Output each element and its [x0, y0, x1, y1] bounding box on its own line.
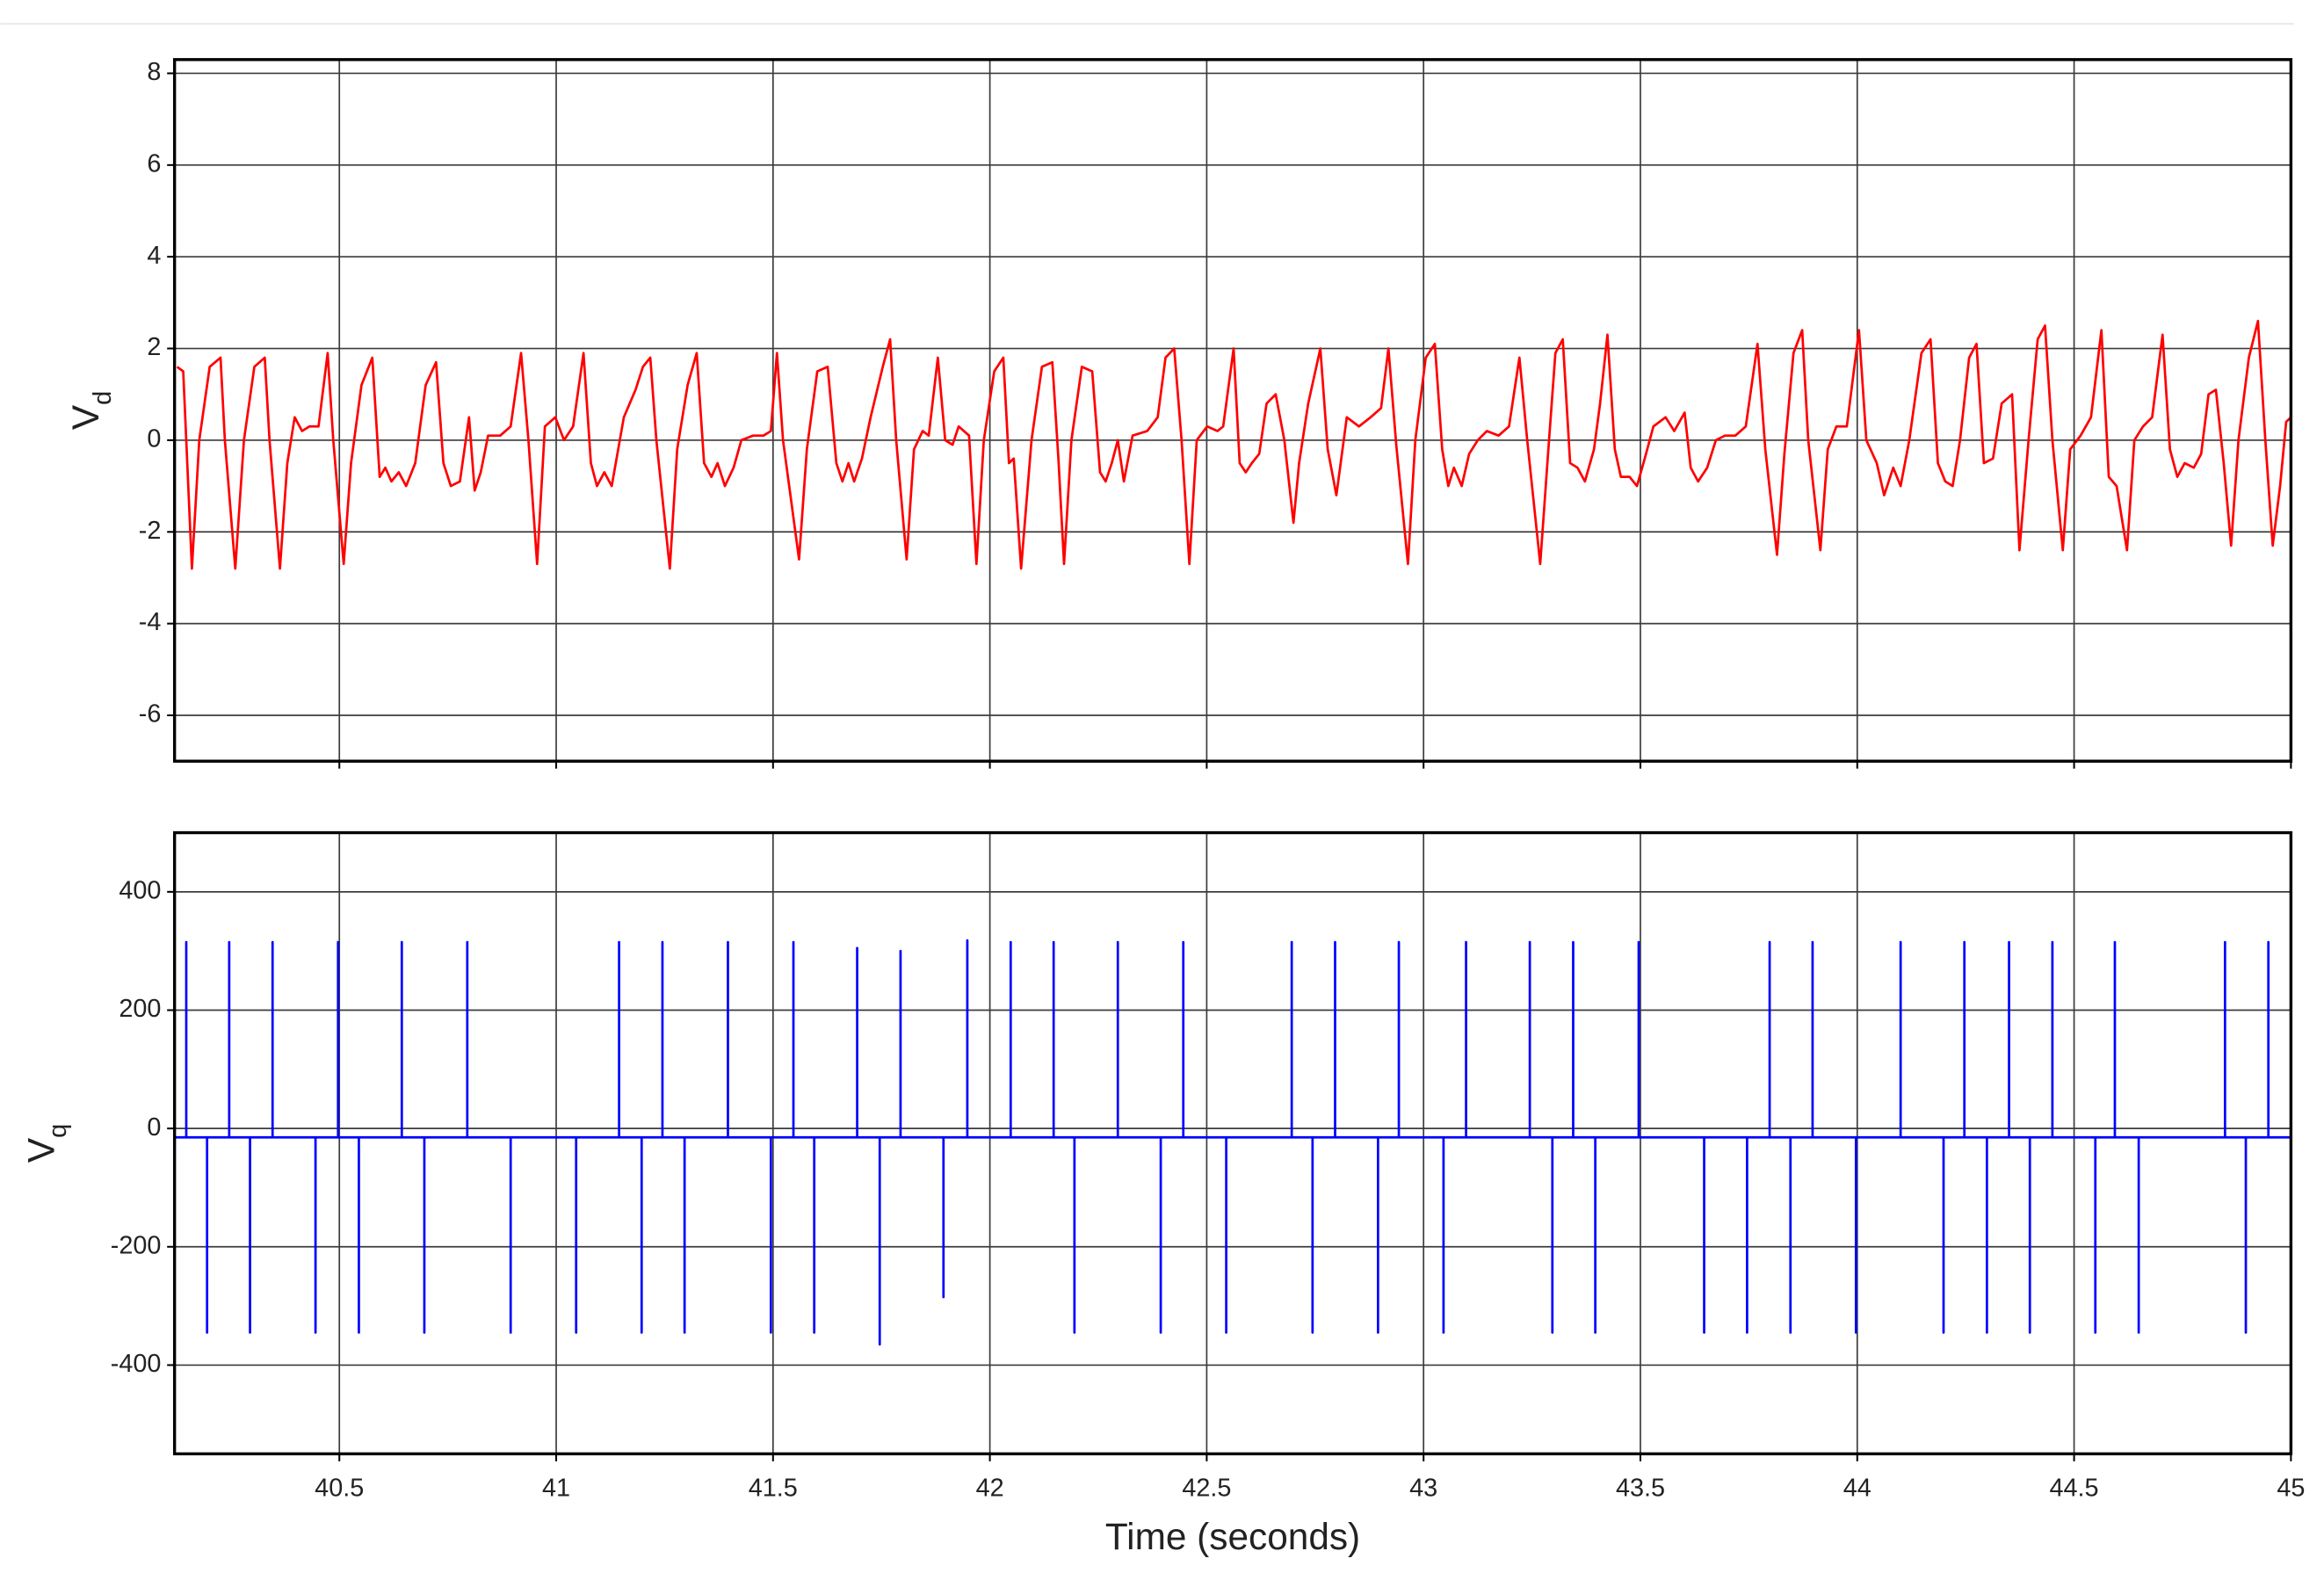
y-tick-label: 0	[147, 425, 161, 453]
axes-frame	[172, 830, 2293, 1456]
y-axis-label-sub: d	[89, 391, 117, 405]
y-tick-label: 6	[147, 149, 161, 178]
x-tick-label: 42.5	[1182, 1475, 1231, 1503]
y-tick-label: -400	[111, 1350, 162, 1378]
x-tick-label: 44	[1843, 1475, 1872, 1503]
y-axis-label-main: V	[20, 1137, 62, 1163]
x-tick-label: 41.5	[749, 1475, 798, 1503]
x-tick-label: 44.5	[2050, 1475, 2099, 1503]
plot-area	[174, 939, 2291, 1346]
data-line	[174, 939, 2291, 1346]
y-tick-label: -6	[139, 700, 162, 729]
y-axis-label-sub: q	[44, 1124, 72, 1138]
y-tick-label: 400	[119, 876, 161, 904]
plot-area	[176, 319, 2291, 570]
y-tick-label: 4	[147, 242, 161, 270]
x-tick-label: 43	[1409, 1475, 1437, 1503]
y-tick-label: -4	[139, 608, 162, 636]
x-tick-label: 40.5	[315, 1475, 364, 1503]
x-axis-label: Time (seconds)	[1105, 1516, 1360, 1557]
y-axis-label: Vd	[65, 391, 117, 430]
y-tick-label: 0	[147, 1113, 161, 1142]
y-tick-label: -2	[139, 517, 162, 545]
y-axis-label-main: V	[65, 404, 106, 430]
data-line	[176, 319, 2291, 570]
axes-frame	[172, 58, 2293, 763]
y-tick-label: -200	[111, 1231, 162, 1259]
y-tick-label: 200	[119, 995, 161, 1023]
y-axis-label: Vq	[20, 1124, 72, 1163]
x-tick-label: 43.5	[1616, 1475, 1665, 1503]
x-tick-label: 45	[2277, 1475, 2305, 1503]
y-tick-label: 2	[147, 333, 161, 361]
x-tick-label: 41	[542, 1475, 570, 1503]
x-tick-label: 42	[976, 1475, 1004, 1503]
y-tick-label: 8	[147, 58, 161, 86]
